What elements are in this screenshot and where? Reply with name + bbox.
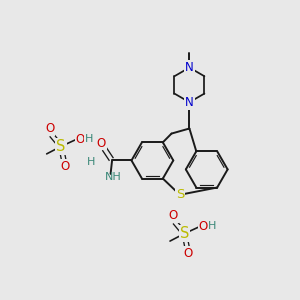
Text: S: S bbox=[56, 139, 66, 154]
Text: S: S bbox=[176, 188, 184, 201]
Text: O: O bbox=[76, 133, 85, 146]
Text: O: O bbox=[97, 136, 106, 150]
Text: O: O bbox=[60, 160, 69, 173]
Text: N: N bbox=[185, 96, 194, 109]
Text: H: H bbox=[208, 221, 217, 231]
Text: O: O bbox=[199, 220, 208, 233]
Text: O: O bbox=[45, 122, 55, 135]
Text: H: H bbox=[86, 157, 95, 166]
Text: NH: NH bbox=[105, 172, 121, 182]
Text: S: S bbox=[180, 226, 189, 241]
Text: H: H bbox=[85, 134, 93, 144]
Text: N: N bbox=[185, 61, 194, 74]
Text: O: O bbox=[183, 247, 193, 260]
Text: O: O bbox=[169, 209, 178, 223]
